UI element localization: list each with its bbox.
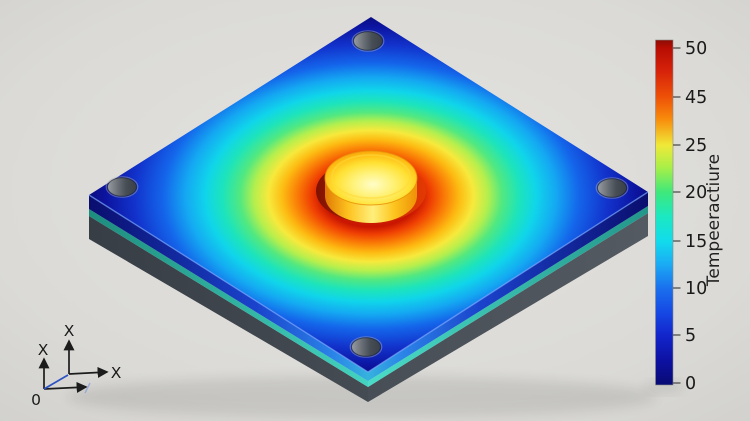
secondary-up-axis-label: X xyxy=(38,341,49,359)
colorbar-tick: 15 xyxy=(673,232,707,252)
colorbar-tick-label: 25 xyxy=(685,136,707,156)
plate-side-faces xyxy=(89,192,648,402)
colorbar-tick: 0 xyxy=(673,374,696,394)
colorbar-ticks: 50 45 25 20 15 10 xyxy=(673,39,707,394)
colorbar-tick-label: 50 xyxy=(685,39,707,59)
right-axis-arrow xyxy=(68,366,109,379)
colorbar-tick-label: 10 xyxy=(685,279,707,299)
colorbar-tick: 25 xyxy=(673,136,707,156)
colorbar-tick: 20 xyxy=(673,183,707,203)
plate-side-left-face xyxy=(89,195,368,381)
colorbar-tick: 10 xyxy=(673,279,707,299)
colorbar-tick-label: 0 xyxy=(685,374,696,394)
central-boss xyxy=(316,150,426,223)
up-axis-label: X xyxy=(64,322,75,340)
colorbar-tick: 45 xyxy=(673,88,707,108)
boss-cylinder-side xyxy=(325,178,417,223)
colorbar-gradient-bar xyxy=(655,39,674,386)
teal-stripe-right-face xyxy=(368,206,648,387)
bolt-holes xyxy=(105,30,629,358)
colorbar-tick-label: 45 xyxy=(685,88,707,108)
faint-axis-mark xyxy=(84,382,91,394)
plate-front-edge-highlight xyxy=(88,191,649,373)
right-axis-label: X xyxy=(111,364,122,382)
bolt-hole-bottom xyxy=(349,336,383,358)
origin-label: 0 xyxy=(31,391,41,409)
base-layer-right-face xyxy=(368,213,648,402)
boss-top-bevel-ring xyxy=(331,154,411,199)
colorbar-tick-label: 15 xyxy=(685,232,707,252)
teal-stripe-left-face xyxy=(89,209,368,387)
colorbar-shadow xyxy=(644,382,684,392)
colorbar-tick: 5 xyxy=(673,326,696,346)
bolt-hole-right xyxy=(595,177,629,199)
bolt-hole-top xyxy=(351,30,385,52)
lower-horizontal-arrow xyxy=(43,381,88,393)
bolt-hole-left xyxy=(105,176,139,198)
boss-top-face xyxy=(324,150,418,206)
colorbar-tick-label: 5 xyxy=(685,326,696,346)
colorbar-tick-label: 20 xyxy=(685,183,707,203)
colorbar: 50 45 25 20 15 10 xyxy=(644,39,724,394)
axes-triad: X X X 0 xyxy=(31,322,122,409)
diagonal-axis-line xyxy=(43,374,69,390)
colorbar-tick: 50 xyxy=(673,39,707,59)
base-layer-left-face xyxy=(89,216,368,402)
colorbar-title: Tempeeractiure xyxy=(704,154,724,287)
plate-side-right-face xyxy=(368,192,648,381)
